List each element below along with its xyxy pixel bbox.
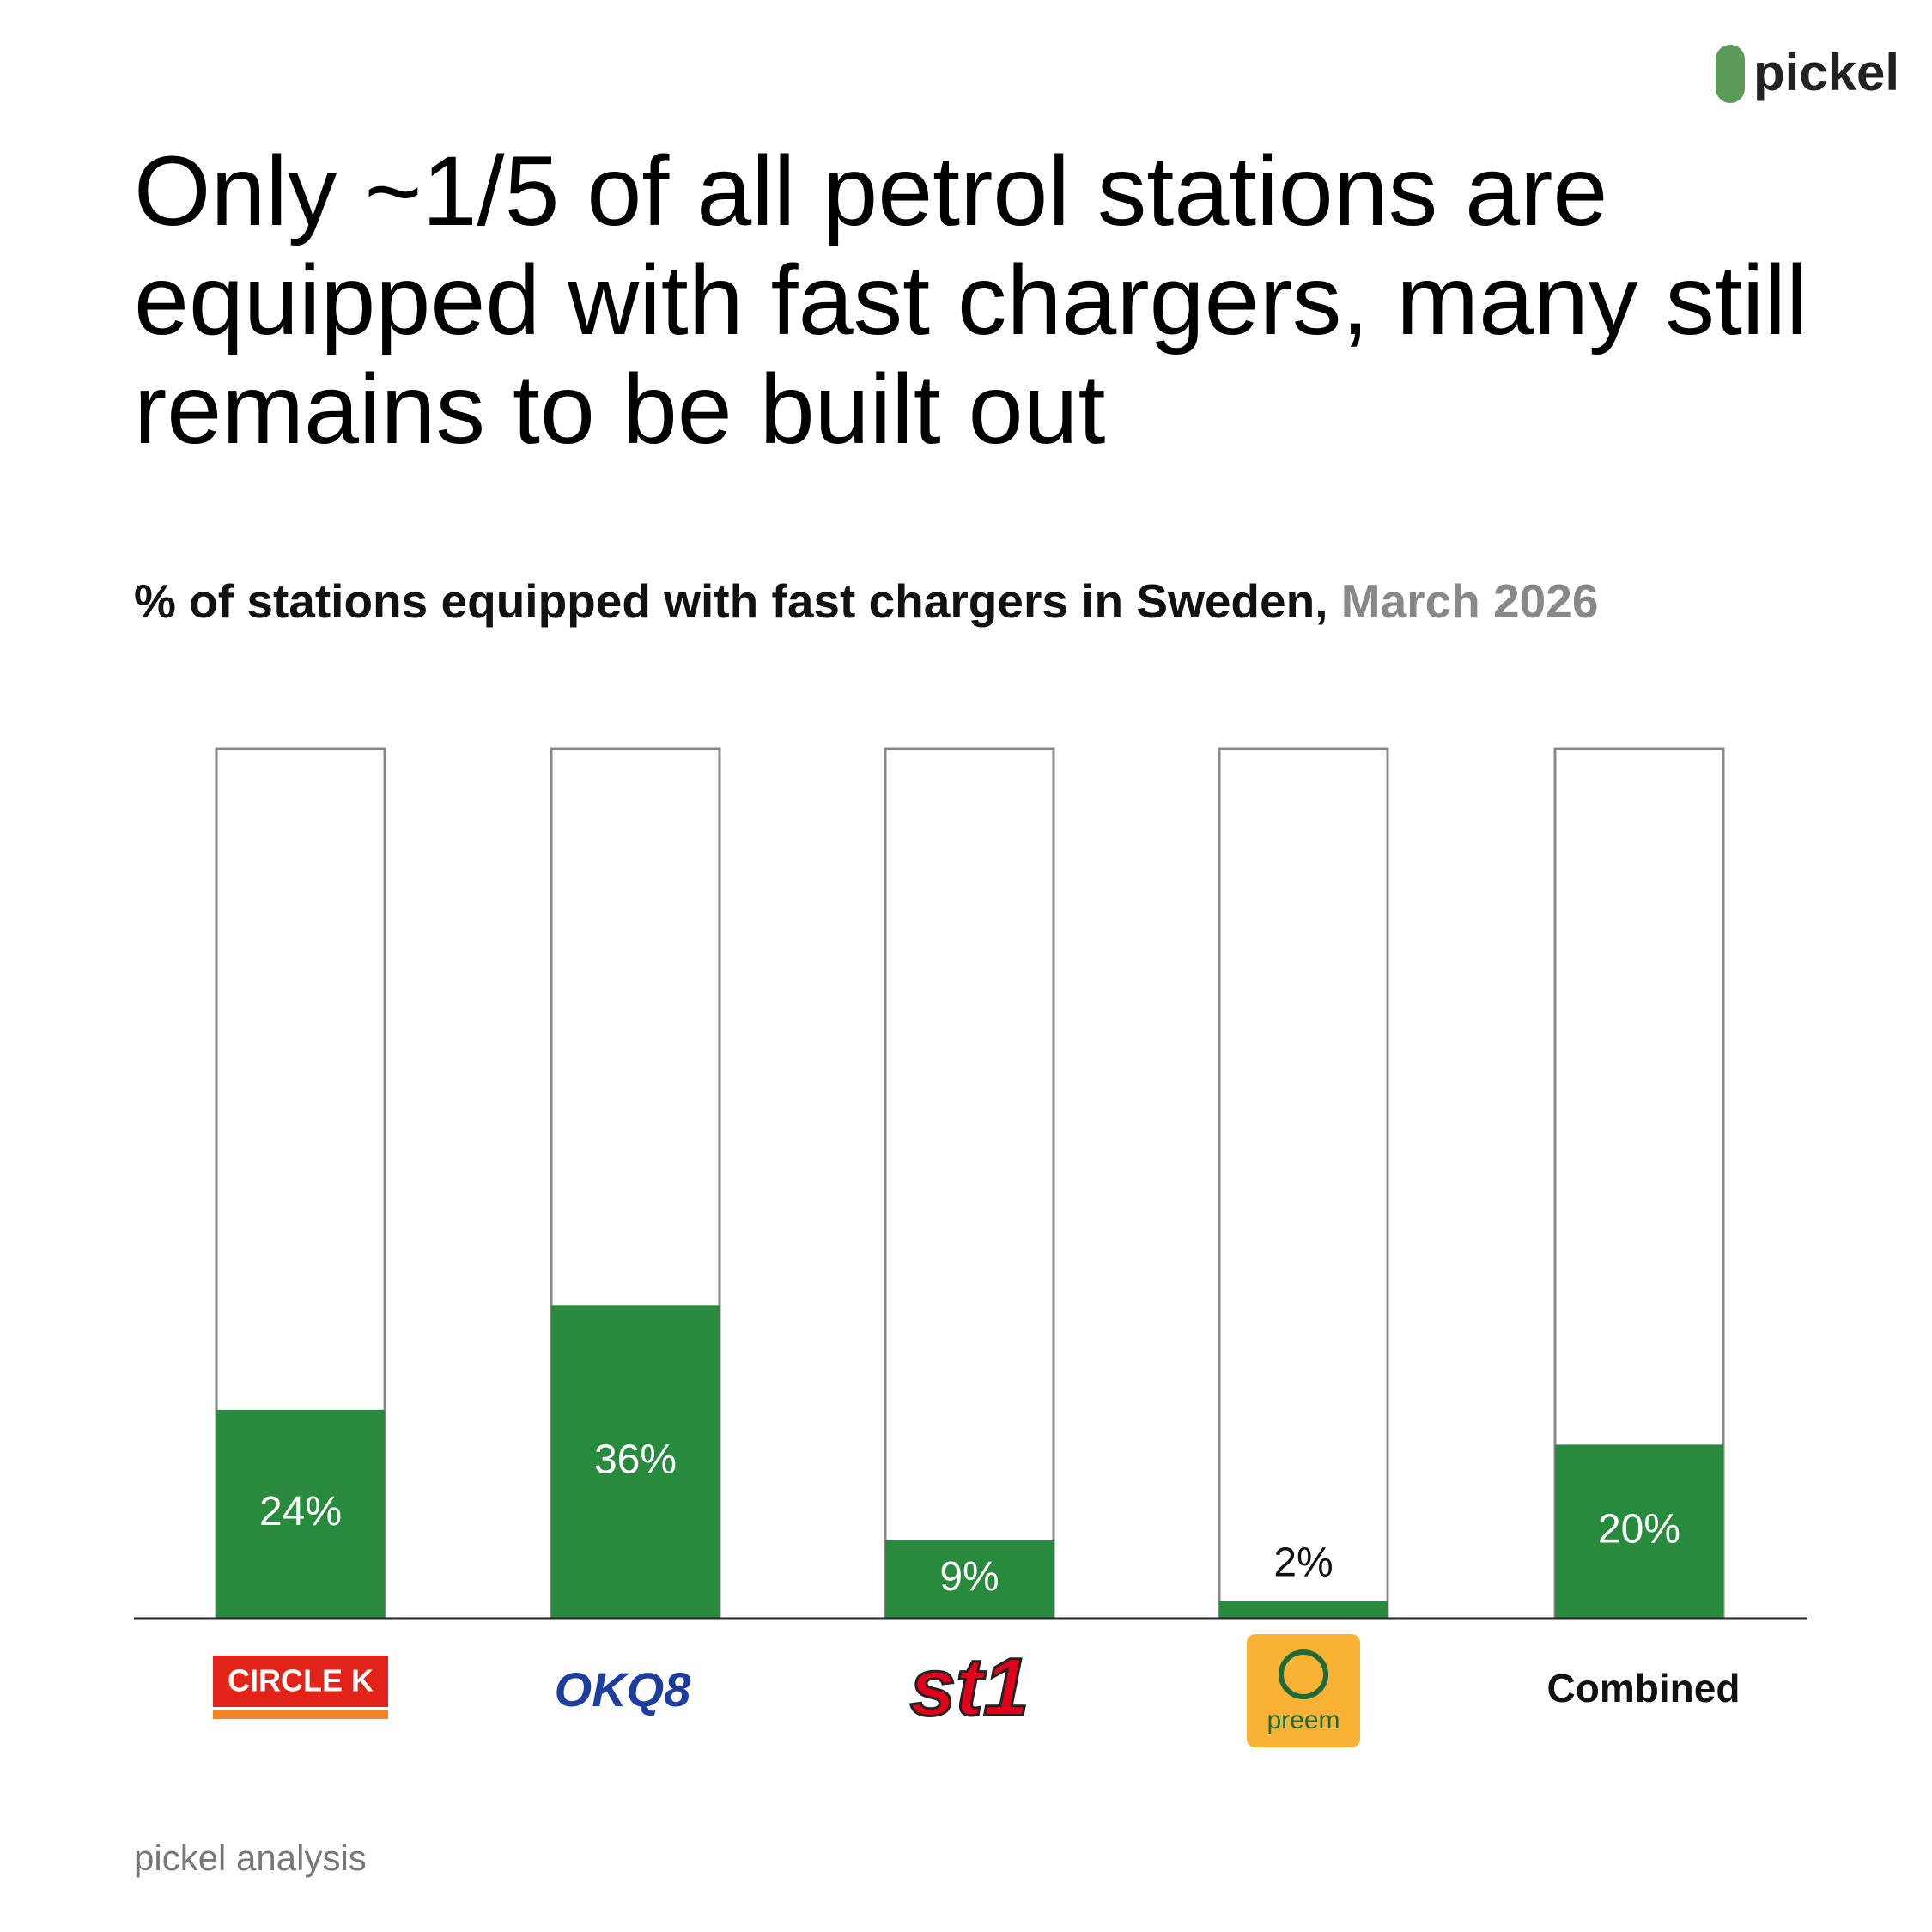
value-label: 24% — [259, 1489, 342, 1534]
bar-track — [1218, 747, 1389, 1620]
bar — [885, 1540, 1054, 1619]
brand: pickel — [1753, 44, 1900, 101]
bar — [1219, 1601, 1388, 1619]
chart-title: Only ~1/5 of all petrol stations are equ… — [134, 137, 1808, 465]
footer: pickel analysis — [134, 1838, 367, 1878]
logo-box — [213, 1656, 388, 1707]
value-label: 36% — [594, 1437, 677, 1482]
date: March 2026 — [1340, 574, 1599, 628]
category-label: CIRCLE K — [228, 1663, 374, 1698]
value-label: 2% — [1273, 1540, 1333, 1585]
value-label: 9% — [939, 1554, 999, 1600]
logo-box — [1247, 1634, 1360, 1747]
subtitle: % of stations equipped with fast charger… — [134, 574, 1328, 628]
bar — [1555, 1444, 1723, 1619]
category-label: st1 — [910, 1641, 1030, 1733]
bar — [216, 1409, 385, 1619]
logo-bear — [1279, 1649, 1328, 1699]
subtitle-block: % of stations equipped with fast charger… — [134, 574, 1598, 629]
category-label: Combined — [1547, 1666, 1741, 1710]
bar-track — [884, 747, 1055, 1620]
category-label: OKQ8 — [555, 1662, 692, 1716]
value-label: 20% — [1598, 1506, 1680, 1552]
category-label: preem — [1267, 1706, 1340, 1735]
logo-stripe — [213, 1710, 388, 1719]
bar — [551, 1305, 720, 1619]
brand-icon — [1716, 45, 1745, 103]
